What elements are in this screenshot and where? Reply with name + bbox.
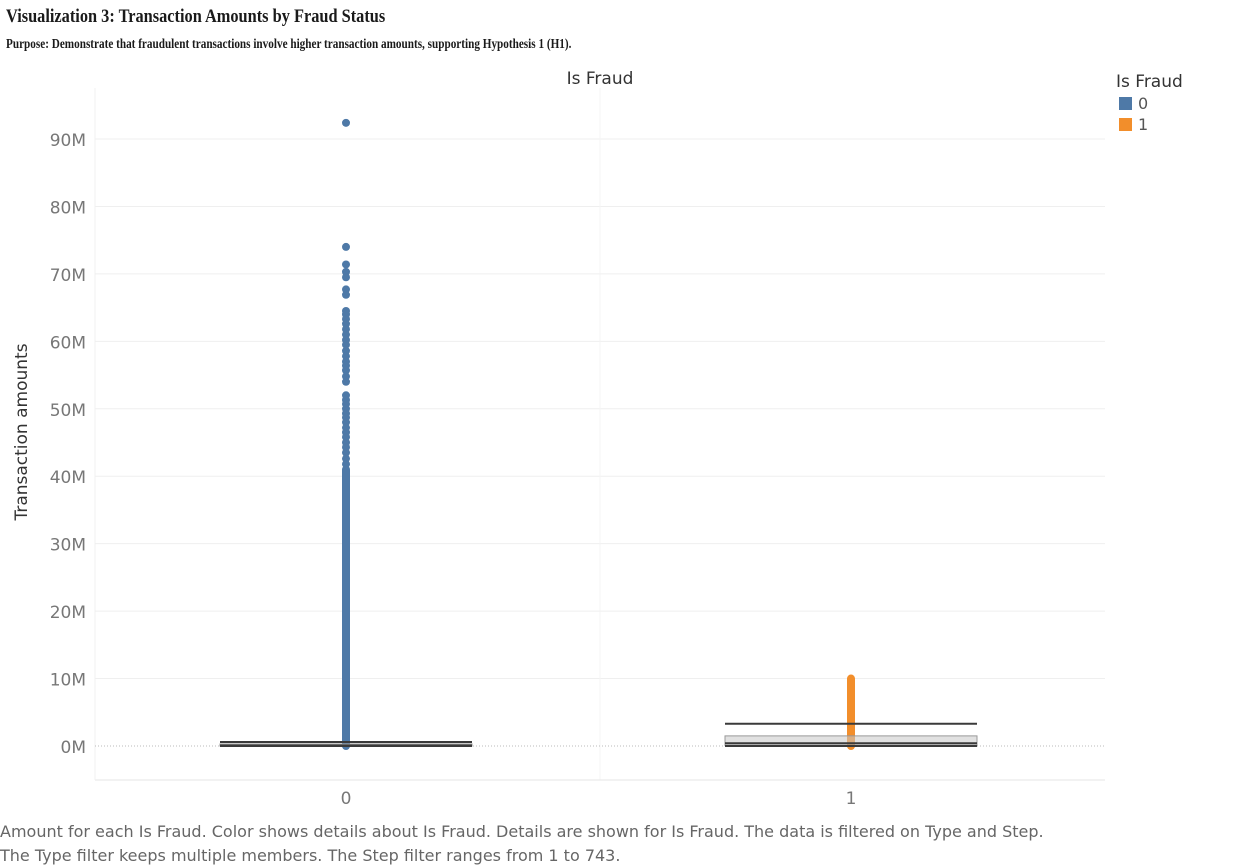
page-subtitle: Purpose: Demonstrate that fraudulent tra… [6,37,572,52]
y-tick-label: 50M [50,401,86,421]
data-point [342,340,350,349]
caption-line-2: The Type filter keeps multiple members. … [0,846,621,865]
box-plot [219,740,473,747]
box-plots [219,722,978,747]
data-point [342,118,350,127]
y-tick-label: 10M [50,671,86,691]
data-point [342,460,350,469]
y-tick-label: 30M [50,536,86,556]
legend-item-1[interactable]: 1 [1116,115,1183,134]
legend-label-0: 0 [1138,94,1149,113]
data-point [342,366,350,375]
column-header: Is Fraud [567,69,634,89]
legend: Is Fraud 0 1 [1116,72,1183,134]
data-point [342,448,350,457]
y-axis-label: Transaction amounts [12,343,32,521]
box-plot [724,722,978,747]
page-title: Visualization 3: Transaction Amounts by … [6,6,386,27]
data-marks [342,118,855,750]
y-tick-label: 60M [50,333,86,353]
data-point [342,273,350,282]
y-tick-label: 40M [50,468,86,488]
data-point [342,242,350,251]
legend-label-1: 1 [1138,115,1149,134]
y-tick-label: 70M [50,266,86,286]
legend-swatch-0 [1119,97,1132,110]
legend-item-0[interactable]: 0 [1116,94,1183,113]
y-tick-label: 80M [50,198,86,218]
data-point [342,290,350,299]
y-axis-ticks: 0M 10M 20M 30M 40M 50M 60M 70M 80M 90M [50,131,86,758]
x-tick-label: 0 [341,789,352,809]
legend-title: Is Fraud [1116,72,1183,92]
chart-caption: Amount for each Is Fraud. Color shows de… [0,820,1250,868]
data-point [342,377,350,386]
data-point [342,260,350,269]
dense-point-cluster [847,674,855,750]
x-tick-label: 1 [846,789,857,809]
legend-swatch-1 [1119,118,1132,131]
y-tick-label: 0M [61,738,86,758]
y-tick-label: 20M [50,603,86,623]
y-tick-label: 90M [50,131,86,151]
dense-point-cluster [342,465,350,750]
caption-line-1: Amount for each Is Fraud. Color shows de… [0,822,1044,841]
